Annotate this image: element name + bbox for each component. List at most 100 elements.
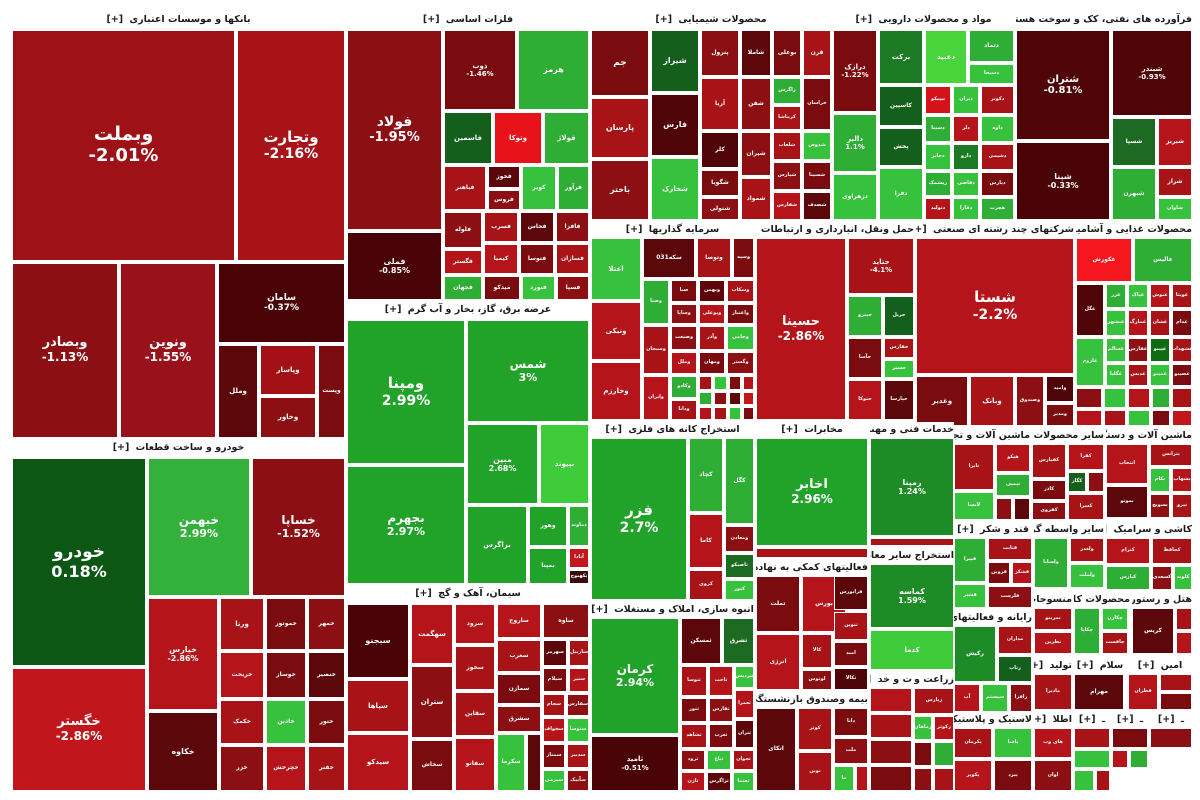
stock-tile[interactable]: ثنور [681, 698, 707, 722]
sector-header-auto[interactable]: خودرو و ساخت قطعات [+] [12, 440, 345, 456]
sector-header-micro-1[interactable]: ـ [+] [1074, 712, 1110, 728]
stock-tile[interactable]: وسپه [733, 238, 754, 278]
stock-tile[interactable]: کلر [701, 132, 739, 168]
stock-tile[interactable]: سفانو [455, 738, 495, 791]
stock-tile[interactable]: ونوین -1.55% [120, 263, 216, 438]
stock-tile[interactable]: غپینو [1150, 338, 1170, 362]
stock-tile[interactable]: کسرا [1068, 494, 1104, 520]
stock-tile[interactable]: خنصیر [308, 652, 345, 698]
stock-tile[interactable]: ثپردیس [735, 666, 754, 688]
stock-tile[interactable]: غفارس [1128, 338, 1148, 362]
stock-tile[interactable]: فخوز [488, 166, 520, 188]
stock-tile[interactable]: ثنوسا [681, 666, 707, 696]
expand-icon[interactable]: [+] [1106, 524, 1107, 535]
stock-tile[interactable]: وملل [671, 352, 697, 374]
stock-tile[interactable]: سکه031 [643, 238, 695, 278]
stock-tile[interactable]: تنوین [834, 612, 868, 640]
stock-tile[interactable]: سغرب [497, 640, 541, 672]
stock-tile[interactable] [1096, 770, 1110, 791]
stock-tile[interactable]: عالیس [1134, 238, 1192, 282]
stock-tile[interactable]: پترول [701, 30, 739, 76]
stock-tile[interactable]: چافست [1102, 632, 1128, 654]
stock-tile[interactable]: حفارس [884, 338, 914, 358]
stock-tile[interactable]: خگستر -2.86% [12, 668, 146, 791]
stock-tile[interactable]: سخاش [411, 740, 453, 791]
stock-tile[interactable]: تاصیکو [725, 554, 754, 578]
stock-tile[interactable]: شدوص [803, 132, 831, 160]
stock-tile[interactable]: بوعلی [773, 30, 801, 76]
sector-header-transport[interactable]: حمل ونقل، انبارداری و ارتباطات [+] [756, 222, 914, 238]
stock-tile[interactable]: کچاد [689, 438, 723, 512]
stock-tile[interactable]: وخارزم [591, 362, 641, 420]
stock-tile[interactable] [1152, 410, 1170, 426]
stock-tile[interactable]: هجرت [981, 198, 1014, 220]
stock-tile[interactable]: سپرمی [543, 770, 565, 791]
stock-tile[interactable]: تایرا [954, 444, 994, 490]
stock-tile[interactable]: بجهرم 2.97% [347, 466, 465, 584]
stock-tile[interactable]: شگویا [701, 170, 739, 196]
stock-tile[interactable]: کترام [1106, 538, 1150, 564]
stock-tile[interactable]: قلرست [988, 586, 1032, 608]
stock-tile[interactable]: مداران [998, 626, 1032, 654]
stock-tile[interactable]: فخاس [520, 212, 554, 242]
stock-tile[interactable]: دسینا [925, 116, 951, 142]
stock-tile[interactable] [934, 742, 954, 766]
sector-header-technical-services[interactable]: خدمات فنی و مهندسی [+] [870, 422, 954, 438]
stock-tile[interactable]: اوان [1034, 760, 1072, 791]
stock-tile[interactable]: دقاضی [953, 172, 979, 196]
stock-tile[interactable] [743, 392, 754, 405]
stock-tile[interactable]: شپنا -0.33% [1016, 142, 1110, 220]
sector-header-food[interactable]: محصولات غذایی و آشامیدنی [+] [1076, 222, 1192, 238]
stock-tile[interactable] [714, 392, 727, 405]
stock-tile[interactable]: سقاین [455, 692, 495, 736]
stock-tile[interactable]: ثتران [735, 720, 754, 748]
stock-tile[interactable]: سامان -0.37% [218, 263, 345, 343]
stock-tile[interactable]: غدام [1172, 310, 1192, 336]
stock-tile[interactable]: زماهان [914, 716, 932, 740]
stock-tile[interactable]: ثمسکن [681, 618, 721, 664]
stock-tile[interactable]: حپارسا [884, 380, 914, 420]
stock-tile[interactable]: فولاژ [544, 112, 589, 164]
stock-tile[interactable] [870, 740, 912, 764]
stock-tile[interactable]: وپست [318, 345, 345, 438]
stock-tile[interactable]: وتجارت -2.16% [237, 30, 345, 261]
stock-tile[interactable]: شلعاب [773, 132, 801, 160]
stock-tile[interactable]: غویتا [1172, 284, 1192, 308]
sector-header-micro-2[interactable]: ـ [+] [1112, 712, 1148, 728]
stock-tile[interactable]: سیلام [543, 668, 567, 692]
stock-tile[interactable] [699, 407, 712, 420]
stock-tile[interactable]: ذوب -1.46% [444, 30, 516, 110]
stock-tile[interactable]: ثاژن [681, 772, 705, 791]
stock-tile[interactable]: شسینا [803, 162, 831, 190]
stock-tile[interactable]: وتوکا [494, 112, 542, 164]
stock-tile[interactable]: کسعدی [1152, 566, 1172, 590]
stock-tile[interactable]: غصینو [1172, 364, 1192, 386]
stock-tile[interactable]: کپارس [1106, 566, 1150, 590]
stock-tile[interactable]: غپاک [1128, 284, 1148, 308]
stock-tile[interactable]: ثعتما [733, 772, 754, 791]
expand-icon[interactable]: [+] [384, 304, 402, 315]
expand-icon[interactable]: [+] [957, 524, 974, 535]
stock-tile[interactable]: شمس 3% [467, 320, 589, 422]
stock-tile[interactable]: وسکاب [727, 280, 754, 302]
stock-tile[interactable]: کدما [870, 630, 954, 670]
expand-icon[interactable]: [+] [1137, 660, 1155, 671]
stock-tile[interactable]: خکاوه [148, 712, 218, 791]
stock-tile[interactable]: خبهمن 2.99% [148, 458, 250, 596]
stock-tile[interactable]: کاسپین [879, 86, 923, 126]
stock-tile[interactable]: دتولید [925, 198, 951, 220]
stock-tile[interactable]: ما [834, 766, 854, 791]
stock-tile[interactable]: دتماد [969, 30, 1014, 62]
stock-tile[interactable]: دالبر 1.1% [833, 114, 877, 172]
stock-tile[interactable]: دجابر [925, 144, 951, 170]
stock-tile[interactable]: پکویر [954, 760, 992, 791]
stock-tile[interactable]: حپترو [848, 296, 882, 336]
stock-tile[interactable] [714, 407, 727, 420]
stock-tile[interactable]: کنور [725, 580, 754, 600]
stock-tile[interactable]: وبهمن [699, 280, 725, 302]
stock-tile[interactable] [729, 392, 741, 405]
stock-tile[interactable]: شتران -0.81% [1016, 30, 1110, 140]
stock-tile[interactable]: خکمک [220, 700, 264, 744]
stock-tile[interactable]: کفرا [1068, 444, 1104, 470]
stock-tile[interactable]: پاسا [994, 728, 1032, 758]
